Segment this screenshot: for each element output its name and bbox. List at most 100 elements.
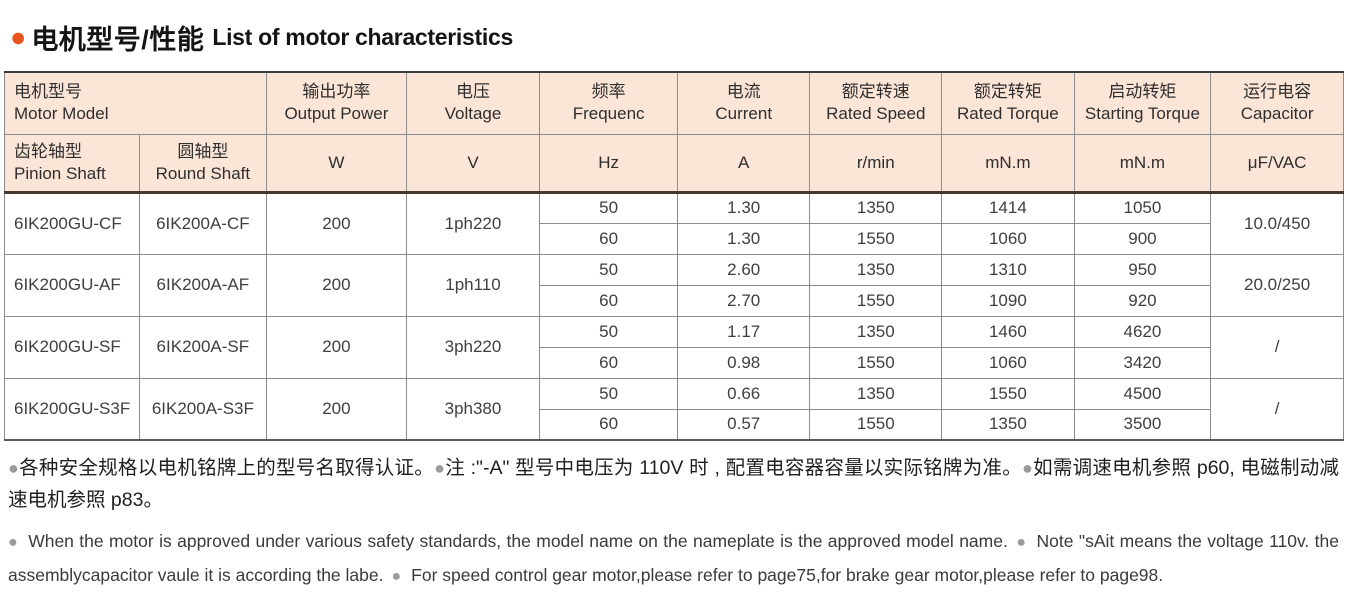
current-value: 2.70 [676, 284, 811, 317]
output-power-value: 200 [266, 377, 407, 441]
page-title: ● 电机型号/性能 List of motor characteristics [10, 18, 1343, 57]
rated-speed-value: 1550 [809, 284, 943, 317]
rated-speed-value: 1350 [809, 315, 943, 348]
note-zh-2: 注 :"-A" 型号中电压为 110V 时 , 配置电容器容量以实际铭牌为准。 [445, 457, 1022, 480]
unit-rated-torque: mN.m [941, 133, 1075, 194]
header-round-shaft-zh: 圆轴型 [177, 141, 229, 161]
notes-chinese: ●各种安全规格以电机铭牌上的型号名取得认证。●注 :"-A" 型号中电压为 11… [8, 453, 1339, 516]
header-motor-model-en: Motor Model [14, 104, 109, 124]
frequency-value: 60 [539, 346, 678, 379]
output-power-value: 200 [266, 191, 407, 255]
header-voltage: 电压 Voltage [405, 71, 541, 135]
unit-output-power: W [266, 133, 407, 194]
starting-torque-value: 900 [1073, 222, 1212, 255]
capacitor-value: / [1210, 377, 1344, 441]
rated-torque-value: 1414 [941, 191, 1075, 224]
frequency-value: 50 [539, 191, 678, 224]
rated-torque-value: 1460 [941, 315, 1075, 348]
rated-speed-value: 1350 [809, 191, 943, 224]
note-bullet-icon: ● [434, 458, 446, 479]
header-current-zh: 电流 [726, 82, 761, 102]
header-motor-model: 电机型号 Motor Model [3, 71, 268, 135]
rated-torque-value: 1310 [941, 253, 1075, 286]
pinion-model: 6IK200GU-SF [4, 315, 140, 379]
note-bullet-icon: ● [1015, 534, 1027, 552]
rated-torque-value: 1060 [941, 222, 1075, 255]
rated-speed-value: 1350 [809, 377, 943, 410]
note-bullet-icon: ● [391, 567, 402, 585]
table-row: 60 1.30 1550 1060 900 [5, 222, 1344, 255]
header-output-power-zh: 输出功率 [302, 82, 371, 102]
table-row: 6IK200GU-AF 6IK200A-AF 200 1ph110 50 2.6… [4, 253, 1344, 317]
motor-characteristics-table: 电机型号 Motor Model 输出功率 Output Power 电压 Vo… [3, 71, 1344, 442]
table-row: 6IK200GU-SF 6IK200A-SF 200 3ph220 50 1.1… [4, 315, 1344, 379]
header-round-shaft-en: Round Shaft [155, 163, 251, 183]
frequency-value: 60 [539, 408, 678, 441]
starting-torque-value: 920 [1073, 284, 1212, 317]
unit-voltage: V [405, 133, 541, 194]
header-rated-torque: 额定转矩 Rated Torque [941, 71, 1075, 135]
unit-starting-torque: mN.m [1073, 133, 1212, 194]
output-power-value: 200 [266, 253, 407, 317]
voltage-value: 1ph110 [405, 253, 541, 317]
rated-torque-value: 1090 [941, 284, 1075, 317]
unit-rated-speed: r/min [809, 133, 943, 194]
page-title-en: List of motor characteristics [212, 24, 513, 50]
note-bullet-icon: ● [1021, 458, 1034, 479]
note-bullet-icon: ● [8, 458, 20, 479]
note-en-2: Note "sAit means the voltage 110v. the a… [8, 531, 1339, 585]
round-model: 6IK200A-AF [138, 253, 268, 317]
rated-speed-value: 1550 [809, 346, 943, 379]
current-value: 2.60 [676, 253, 811, 286]
unit-frequency: Hz [539, 133, 678, 194]
header-pinion-shaft-zh: 齿轮轴型 [14, 141, 82, 161]
voltage-value: 3ph380 [405, 377, 541, 441]
header-rated-speed-en: Rated Speed [826, 104, 926, 124]
round-model: 6IK200A-CF [138, 191, 268, 255]
round-model: 6IK200A-SF [138, 315, 268, 379]
unit-capacitor: μF/VAC [1210, 133, 1344, 194]
output-power-value: 200 [266, 315, 407, 379]
current-value: 1.30 [676, 222, 811, 255]
header-frequency: 频率 Frequenc [539, 71, 678, 135]
note-en-3: For speed control gear motor,please refe… [411, 564, 1164, 585]
header-capacitor: 运行电容 Capacitor [1210, 71, 1344, 135]
table-row: 60 2.70 1550 1090 920 [5, 284, 1344, 317]
frequency-value: 50 [539, 253, 678, 286]
rated-torque-value: 1550 [941, 377, 1075, 410]
frequency-value: 60 [539, 284, 678, 317]
header-pinion-shaft: 齿轮轴型 Pinion Shaft [4, 133, 140, 194]
title-bullet-icon: ● [10, 22, 27, 52]
starting-torque-value: 3500 [1073, 408, 1212, 441]
header-round-shaft: 圆轴型 Round Shaft [138, 133, 268, 194]
note-zh-1: 各种安全规格以电机铭牌上的型号名取得认证。 [19, 457, 435, 480]
header-frequency-zh: 频率 [591, 82, 626, 102]
header-voltage-zh: 电压 [455, 82, 490, 102]
current-value: 0.66 [676, 377, 811, 410]
header-rated-speed-zh: 额定转速 [841, 82, 910, 102]
voltage-value: 3ph220 [405, 315, 541, 379]
rated-speed-value: 1550 [809, 222, 943, 255]
frequency-value: 50 [539, 315, 678, 348]
header-rated-speed: 额定转速 Rated Speed [809, 71, 943, 135]
header-current: 电流 Current [676, 71, 811, 135]
notes-english: ● When the motor is approved under variou… [8, 525, 1339, 592]
pinion-model: 6IK200GU-S3F [4, 377, 140, 441]
capacitor-value: 10.0/450 [1210, 191, 1344, 255]
unit-current: A [676, 133, 811, 194]
starting-torque-value: 3420 [1073, 346, 1212, 379]
rated-speed-value: 1550 [809, 408, 943, 441]
current-value: 1.30 [676, 191, 811, 224]
header-starting-torque: 启动转矩 Starting Torque [1073, 71, 1212, 135]
header-row-names: 电机型号 Motor Model 输出功率 Output Power 电压 Vo… [3, 71, 1344, 135]
table-row: 6IK200GU-CF 6IK200A-CF 200 1ph220 50 1.3… [4, 191, 1344, 255]
rated-torque-value: 1060 [941, 346, 1075, 379]
header-pinion-shaft-en: Pinion Shaft [14, 163, 106, 183]
header-capacitor-zh: 运行电容 [1243, 82, 1312, 102]
pinion-model: 6IK200GU-AF [4, 253, 140, 317]
note-bullet-icon: ● [8, 534, 19, 552]
header-frequency-en: Frequenc [572, 104, 645, 124]
note-zh-3: 如需调速电机参照 p60, 电磁制动减速电机参照 p83。 [8, 457, 1340, 511]
capacitor-value: 20.0/250 [1210, 253, 1344, 317]
pinion-model: 6IK200GU-CF [4, 191, 140, 255]
